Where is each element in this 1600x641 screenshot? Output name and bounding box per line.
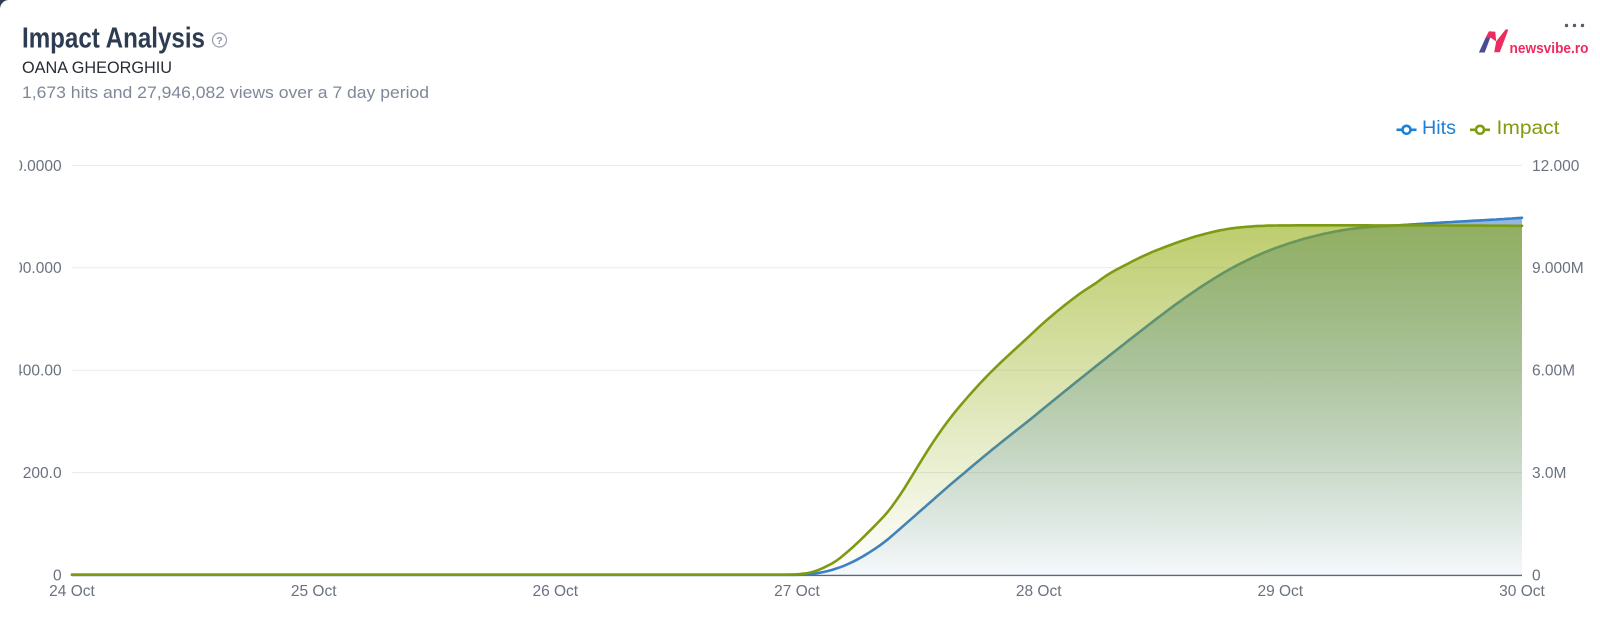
svg-text:26 Oct: 26 Oct (532, 583, 578, 600)
svg-text:800.0000: 800.0000 (0, 158, 62, 175)
svg-text:12.000: 12.000 (1532, 158, 1580, 175)
svg-text:6.00M: 6.00M (1532, 363, 1575, 380)
svg-text:25 Oct: 25 Oct (291, 583, 337, 600)
svg-text:28 Oct: 28 Oct (1016, 583, 1062, 600)
svg-text:9.000M: 9.000M (1532, 260, 1584, 277)
svg-text:1,673 hits and 27,946,082 view: 1,673 hits and 27,946,082 views over a 7… (22, 83, 429, 102)
svg-text:Impact: Impact (1497, 118, 1561, 139)
svg-text:3.0M: 3.0M (1532, 465, 1566, 482)
svg-text:0: 0 (53, 567, 62, 584)
svg-text:OANA GHEORGHIU: OANA GHEORGHIU (22, 58, 172, 77)
svg-text:24 Oct: 24 Oct (49, 583, 95, 600)
svg-text:27 Oct: 27 Oct (774, 583, 820, 600)
svg-text:newsvibe.ro: newsvibe.ro (1510, 40, 1589, 57)
svg-text:0: 0 (1532, 567, 1541, 584)
svg-text:29 Oct: 29 Oct (1257, 583, 1303, 600)
svg-text:200.0: 200.0 (23, 465, 62, 482)
svg-text:Hits: Hits (1422, 118, 1456, 139)
svg-text:30 Oct: 30 Oct (1499, 583, 1545, 600)
svg-text:600.000: 600.000 (6, 260, 62, 277)
svg-text:Impact Analysis: Impact Analysis (22, 23, 205, 55)
svg-text:?: ? (216, 35, 222, 47)
svg-text:400.00: 400.00 (14, 363, 62, 380)
